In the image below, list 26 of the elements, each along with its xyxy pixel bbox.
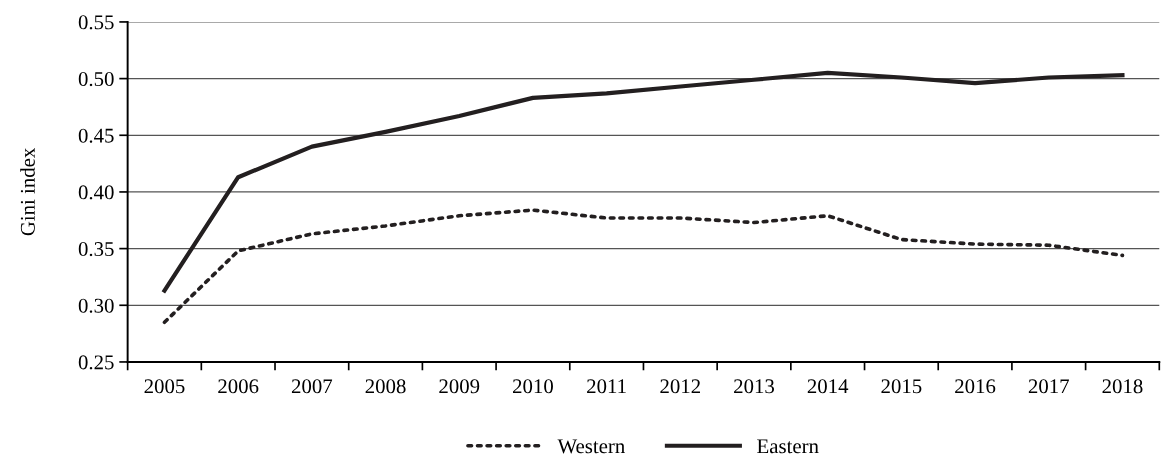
y-tick-label: 0.40 [78, 185, 114, 200]
x-tick-label: 2005 [144, 379, 185, 394]
legend-label: Western [557, 439, 625, 454]
x-tick-label: 2008 [365, 379, 406, 394]
x-tick-label: 2013 [734, 379, 775, 394]
x-tick-label: 2015 [881, 379, 922, 394]
x-tick-label: 2011 [587, 379, 626, 394]
y-tick-label: 0.25 [78, 355, 114, 370]
x-tick-label: 2014 [807, 379, 849, 394]
y-axis-title: Gini index [20, 147, 35, 236]
x-tick-label: 2007 [291, 379, 333, 394]
x-tick-label: 2010 [513, 379, 553, 394]
x-tick-label: 2017 [1028, 379, 1069, 394]
x-tick-label: 2016 [955, 379, 996, 394]
y-tick-label: 0.50 [78, 71, 114, 87]
legend-label: Eastern [757, 439, 819, 454]
x-tick-label: 2018 [1102, 379, 1143, 394]
line-series [162, 208, 1125, 325]
y-tick-label: 0.45 [78, 128, 114, 143]
x-tick-label: 2009 [439, 379, 480, 394]
y-tick-label: 0.30 [78, 298, 114, 313]
line-series [162, 70, 1125, 293]
y-tick-label: 0.55 [78, 15, 114, 30]
y-tick-label: 0.35 [78, 241, 114, 257]
x-tick-label: 2006 [218, 379, 259, 394]
x-tick-label: 2012 [660, 379, 700, 394]
